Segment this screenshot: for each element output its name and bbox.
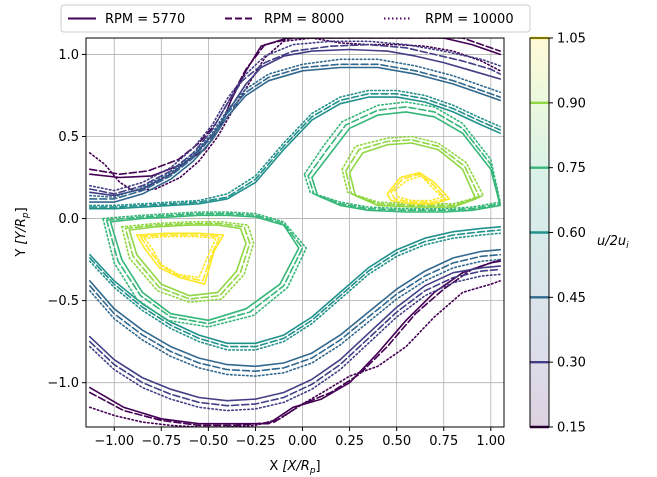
x-tick-label: 0.25 <box>335 434 364 449</box>
y-tick-label: −0.5 <box>47 294 79 309</box>
legend-label-rpm-10000: RPM = 10000 <box>425 12 514 27</box>
x-tick-label: −0.75 <box>141 434 181 449</box>
contour-line-0_75-solid <box>109 214 300 322</box>
colorbar-ticks: 1.05 0.90 0.75 0.60 0.45 0.30 0.15 <box>549 32 586 436</box>
contour-line-0_9-solid <box>348 142 477 208</box>
x-tick-label: 1.00 <box>476 434 505 449</box>
x-tick-label: 0.75 <box>429 434 458 449</box>
plot-frame <box>85 37 505 428</box>
legend-frame <box>60 4 531 33</box>
colorbar-tick-label: 0.90 <box>557 96 586 111</box>
contour-line-0_75-dashed <box>105 212 304 325</box>
contour-line-0_6-dotted <box>89 89 502 207</box>
colorbar-tick-label: 0.30 <box>557 356 586 371</box>
colorbar-label: u/2ui <box>597 234 629 251</box>
contour-line-0_6-solid <box>89 96 502 210</box>
contour-line-0_45-solid <box>89 66 502 203</box>
contour-line-1_05-dashed <box>139 234 221 282</box>
colorbar-tick-label: 1.05 <box>557 32 586 47</box>
contour-line-0_3-dashed <box>89 43 502 195</box>
contour-line-0_6-dotted <box>89 232 502 351</box>
x-tick-label: −0.25 <box>236 434 276 449</box>
colorbar-tick-label: 0.45 <box>557 291 586 306</box>
x-tick-label: 0.50 <box>382 434 411 449</box>
contour-line-0_45-solid <box>89 248 502 368</box>
contour-line-0_6-dashed <box>89 229 502 348</box>
contour-line-0_15-dashed <box>89 38 502 175</box>
y-tick-label: 0.0 <box>58 212 79 227</box>
contour-line-1_05-dotted <box>393 175 443 202</box>
contour-line-0_9-dashed <box>124 222 251 300</box>
colorbar-tick-label: 0.15 <box>557 421 586 436</box>
contour-line-0_6-dashed <box>89 93 502 208</box>
contour-line-0_9-dotted <box>121 221 255 304</box>
contour-line-1_05-solid <box>386 171 451 205</box>
contour-line-1_05-solid <box>136 232 225 286</box>
contour-line-0_9-solid <box>128 224 247 297</box>
contour-line-0_75-solid <box>311 111 502 213</box>
contour-line-0_45-dotted <box>89 58 502 198</box>
legend: RPM = 5770 RPM = 8000 RPM = 10000 <box>60 4 531 33</box>
contour-lines <box>89 38 502 427</box>
legend-label-rpm-8000: RPM = 8000 <box>264 12 344 27</box>
x-axis-label: X [X/Rp] <box>269 459 320 476</box>
colorbar: 1.05 0.90 0.75 0.60 0.45 0.30 0.15 u/2ui <box>529 32 629 436</box>
x-tick-label: −0.50 <box>188 434 228 449</box>
contour-line-0_3-solid <box>89 48 502 197</box>
x-tick-label: −1.00 <box>94 434 134 449</box>
colorbar-tick-label: 0.60 <box>557 226 586 241</box>
y-tick-label: 1.0 <box>58 48 79 63</box>
y-tick-label: −1.0 <box>47 376 79 391</box>
y-axis-label: Y [Y/Rp] <box>14 207 31 257</box>
contour-line-0_75-dotted <box>303 101 502 210</box>
y-axis-ticks: 1.0 0.5 0.0 −0.5 −1.0 <box>47 48 86 391</box>
contour-line-0_45-dashed <box>89 63 502 200</box>
contour-line-0_3-dotted <box>89 40 502 192</box>
x-axis-ticks: −1.00 −0.75 −0.50 −0.25 0.00 0.25 0.50 0.75 1.00 <box>94 427 505 449</box>
legend-label-rpm-5770: RPM = 5770 <box>105 12 185 27</box>
contour-line-1_05-dotted <box>143 235 217 279</box>
contour-line-0_15-dashed <box>89 258 502 427</box>
contour-line-0_15-solid <box>89 260 502 425</box>
colorbar-tick-label: 0.75 <box>557 161 586 176</box>
contour-line-0_3-dashed <box>89 268 502 407</box>
x-tick-label: 0.00 <box>288 434 317 449</box>
contour-line-0_15-dotted <box>89 280 502 427</box>
contour-line-0_45-dashed <box>89 253 502 373</box>
contour-line-0_45-dotted <box>89 258 502 377</box>
contour-line-0_3-solid <box>89 265 502 402</box>
contour-line-0_9-dashed <box>344 139 481 207</box>
contour-line-0_9-dotted <box>341 135 485 205</box>
y-tick-label: 0.5 <box>58 130 79 145</box>
contour-line-0_3-dotted <box>89 273 502 412</box>
contour-line-0_75-dotted <box>102 211 308 328</box>
contour-line-1_05-dashed <box>390 173 447 203</box>
